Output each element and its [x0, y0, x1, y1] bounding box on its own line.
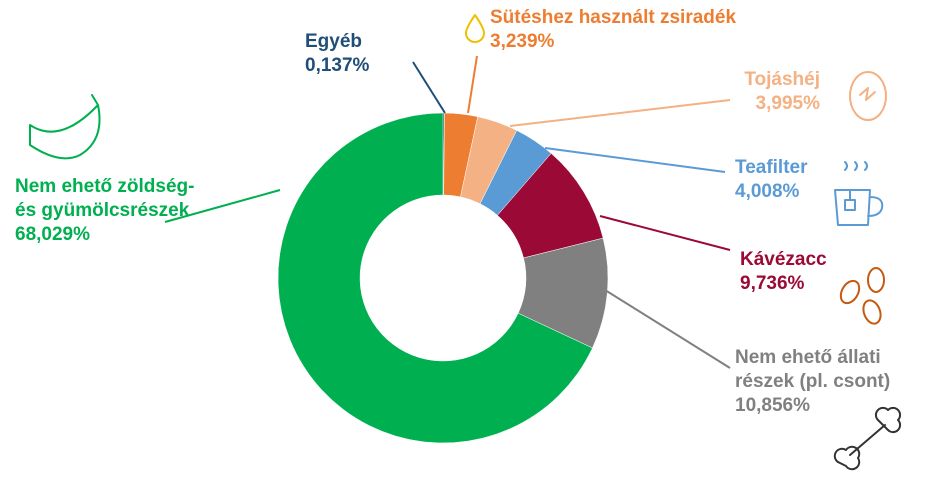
category-name: Kávézacc — [740, 249, 827, 270]
tea-icon — [834, 161, 884, 226]
value-label: 3,239% — [490, 31, 555, 52]
value-label: 0,137% — [305, 55, 370, 76]
drop-icon — [465, 14, 485, 43]
egg-icon — [849, 71, 887, 121]
value-label: 68,029% — [15, 224, 91, 245]
bone-icon — [833, 406, 902, 471]
egg-crack — [859, 87, 876, 101]
leader-line — [467, 55, 478, 114]
icons — [29, 14, 902, 471]
donut-slice — [277, 112, 593, 444]
slice-label: Teafilter 4,008% — [735, 156, 845, 204]
bean-icon — [867, 267, 885, 293]
leader-line — [164, 189, 281, 223]
category-name: Nem ehető zöldség- és gyümölcsrészek — [15, 176, 195, 221]
leader-line — [599, 215, 731, 251]
category-name: Tojáshéj — [744, 69, 820, 90]
slice-label: Egyéb 0,137% — [305, 30, 415, 78]
category-name: Sütéshez használt zsiradék — [490, 7, 737, 28]
value-label: 9,736% — [740, 273, 805, 294]
slice-label: Tojáshéj 3,995% — [700, 68, 820, 116]
value-label: 4,008% — [735, 181, 800, 202]
value-label: 3,995% — [755, 93, 820, 114]
banana-icon — [29, 94, 101, 160]
bean-icon — [862, 299, 882, 325]
leader-line — [509, 99, 731, 127]
category-name: Teafilter — [735, 157, 808, 178]
category-name: Egyéb — [305, 31, 363, 52]
leader-line — [604, 289, 731, 369]
category-name: Nem ehető állati részek (pl. csont) — [735, 347, 891, 392]
leader-line — [412, 61, 446, 114]
slice-label: Sütéshez használt zsiradék 3,239% — [490, 6, 810, 54]
slice-label: Nem ehető állati részek (pl. csont) 10,85… — [735, 346, 935, 418]
value-label: 10,856% — [735, 395, 811, 416]
slice-label: Kávézacc 9,736% — [740, 248, 850, 296]
slice-label: Nem ehető zöldség- és gyümölcsrészek 68,0… — [15, 175, 205, 247]
bean-icon — [839, 279, 861, 305]
leader-line — [544, 147, 726, 173]
